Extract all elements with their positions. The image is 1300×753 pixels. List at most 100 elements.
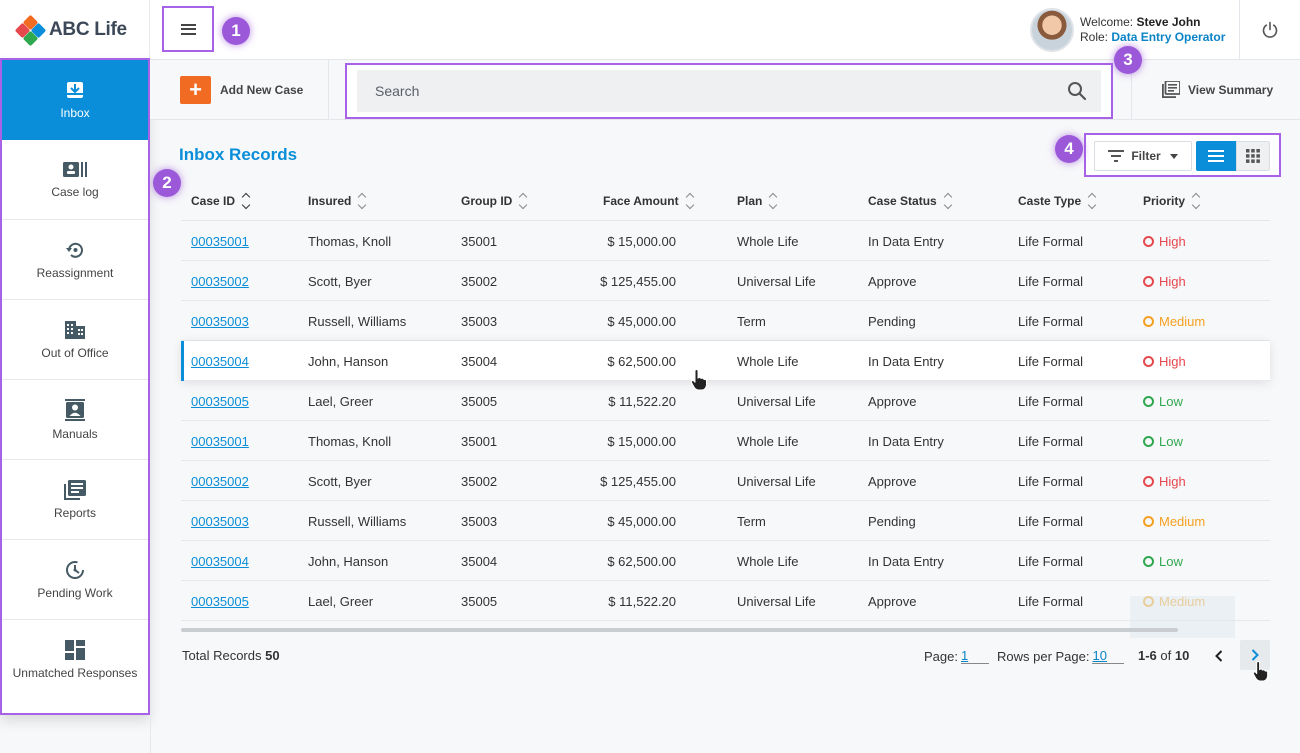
table-row[interactable]: 00035005 Lael, Greer 35005 $ 11,522.20 Unive…: [181, 581, 1270, 621]
priority-badge: Low: [1143, 554, 1183, 569]
group-id-cell: 35002: [461, 273, 498, 289]
plan-cell: Whole Life: [737, 433, 799, 449]
sidebar-item-label: Manuals: [52, 426, 98, 441]
sidebar-item-manuals[interactable]: Manuals: [2, 380, 148, 460]
table-row[interactable]: 00035003 Russell, Williams 35003 $ 45,000.0…: [181, 501, 1270, 541]
column-header-case-status[interactable]: Case Status: [868, 180, 952, 221]
pending-work-icon: [66, 560, 84, 579]
search-bar[interactable]: [357, 70, 1101, 112]
sort-icon[interactable]: [1191, 192, 1201, 209]
column-header-label: Priority: [1143, 193, 1186, 208]
sidebar-item-reassignment[interactable]: Reassignment: [2, 220, 148, 300]
user-info[interactable]: Welcome: Steve John Role: Data Entry Ope…: [1030, 7, 1225, 53]
table-row[interactable]: 00035004 John, Hanson 35004 $ 62,500.00 Whol…: [181, 541, 1270, 581]
priority-cell: Medium: [1143, 501, 1205, 541]
case-id-link[interactable]: 00035005: [191, 393, 249, 409]
sidebar-item-inbox[interactable]: Inbox: [2, 60, 148, 140]
filter-dropdown[interactable]: Filter: [1094, 141, 1192, 171]
page-title: Inbox Records: [179, 145, 298, 164]
view-summary-button[interactable]: View Summary: [1162, 81, 1273, 98]
priority-dot-icon: [1143, 555, 1154, 567]
toolbar-divider: [328, 60, 329, 120]
sidebar-item-out-of-office[interactable]: Out of Office: [2, 300, 148, 380]
table-row[interactable]: 00035003 Russell, Williams 35003 $ 45,000.0…: [181, 301, 1270, 341]
sort-icon[interactable]: [685, 192, 694, 209]
case-id-link[interactable]: 00035005: [191, 593, 249, 609]
case-status-cell: Approve: [868, 273, 917, 289]
group-id-cell: 35004: [461, 353, 498, 369]
annotation-badge-1: 1: [222, 17, 250, 45]
add-new-case-button[interactable]: + Add New Case: [180, 76, 303, 104]
top-header: ABC Life Welcome: Steve John Role: Data …: [0, 0, 1300, 60]
list-view-button[interactable]: [1196, 141, 1236, 171]
sidebar-border: [150, 715, 151, 753]
priority-cell: High: [1143, 261, 1186, 301]
insured-cell: John, Hanson: [308, 353, 389, 369]
insured-cell: Scott, Byer: [308, 273, 372, 289]
column-header-label: Case ID: [191, 193, 236, 208]
summary-icon: [1162, 81, 1180, 98]
case-status-cell: Pending: [868, 313, 916, 329]
table-row[interactable]: 00035005 Lael, Greer 35005 $ 11,522.20 Unive…: [181, 381, 1270, 421]
case-id-link[interactable]: 00035001: [191, 433, 249, 449]
chevron-left-icon: [1215, 650, 1223, 662]
priority-label: Low: [1159, 433, 1183, 449]
column-header-face-amount[interactable]: Face Amount: [603, 180, 694, 221]
brand-logo[interactable]: ABC Life: [0, 0, 150, 60]
case-id-link[interactable]: 00035003: [191, 513, 249, 529]
sidebar-item-reports[interactable]: Reports: [2, 460, 148, 540]
column-header-insured[interactable]: Insured: [308, 180, 367, 221]
case-type-cell: Life Formal: [1018, 513, 1084, 529]
sidebar-item-label: Pending Work: [37, 585, 113, 600]
avatar[interactable]: [1030, 8, 1074, 52]
logout-button[interactable]: [1239, 0, 1300, 60]
sort-icon[interactable]: [358, 192, 367, 209]
case-id-link[interactable]: 00035002: [191, 273, 249, 289]
case-status-cell: In Data Entry: [868, 553, 944, 569]
view-controls: Filter: [1084, 133, 1281, 177]
sort-icon[interactable]: [1087, 192, 1097, 209]
column-header-priority[interactable]: Priority: [1143, 180, 1201, 221]
hamburger-menu-button[interactable]: [162, 6, 214, 52]
previous-page-button[interactable]: [1212, 646, 1226, 666]
table-row[interactable]: 00035002 Scott, Byer 35002 $ 125,455.00 Univ…: [181, 461, 1270, 501]
page-number-input[interactable]: 1: [960, 648, 989, 664]
next-page-button[interactable]: [1240, 640, 1270, 670]
table-row[interactable]: 00035001 Thomas, Knoll 35001 $ 15,000.00 Who…: [181, 421, 1270, 461]
search-input[interactable]: [375, 83, 1015, 99]
column-header-case-id[interactable]: Case ID: [191, 180, 251, 221]
case-id-link[interactable]: 00035003: [191, 313, 249, 329]
insured-cell: Russell, Williams: [308, 313, 407, 329]
rows-per-page-input[interactable]: 10: [1092, 648, 1125, 664]
table-row[interactable]: 00035004 John, Hanson 35004 $ 62,500.00 Whol…: [181, 341, 1270, 381]
table-row[interactable]: 00035001 Thomas, Knoll 35001 $ 15,000.00 Who…: [181, 221, 1270, 261]
column-header-caste-type[interactable]: Caste Type: [1018, 180, 1097, 221]
sort-icon[interactable]: [943, 192, 952, 209]
case-status-cell: Approve: [868, 593, 917, 609]
case-id-link[interactable]: 00035002: [191, 473, 249, 489]
sidebar-item-pending-work[interactable]: Pending Work: [2, 540, 148, 620]
role-prefix: Role:: [1080, 30, 1109, 44]
case-id-link[interactable]: 00035004: [191, 553, 249, 569]
case-id-link[interactable]: 00035001: [191, 233, 249, 249]
sort-icon[interactable]: [769, 192, 778, 209]
chevron-right-icon: [1251, 649, 1259, 661]
sort-icon[interactable]: [519, 192, 528, 209]
search-icon[interactable]: [1067, 81, 1087, 101]
sidebar-item-unmatched-responses[interactable]: Unmatched Responses: [2, 620, 148, 700]
sidebar-item-label: Reports: [53, 505, 97, 520]
face-amount-cell: $ 45,000.00: [607, 313, 676, 329]
priority-label: High: [1159, 233, 1186, 249]
rows-per-page-label: Rows per Page:: [996, 648, 1090, 664]
sort-icon[interactable]: [241, 192, 251, 209]
column-header-plan[interactable]: Plan: [737, 180, 778, 221]
priority-dot-icon: [1143, 275, 1154, 287]
horizontal-scrollbar[interactable]: [181, 628, 1178, 632]
grid-view-button[interactable]: [1236, 141, 1270, 171]
hand-cursor-icon: [1252, 661, 1269, 682]
table-row[interactable]: 00035002 Scott, Byer 35002 $ 125,455.00 Univ…: [181, 261, 1270, 301]
sidebar-item-case-log[interactable]: Case log: [2, 140, 148, 220]
column-header-group-id[interactable]: Group ID: [461, 180, 528, 221]
case-id-link[interactable]: 00035004: [191, 353, 249, 369]
priority-dot-icon: [1143, 235, 1154, 247]
